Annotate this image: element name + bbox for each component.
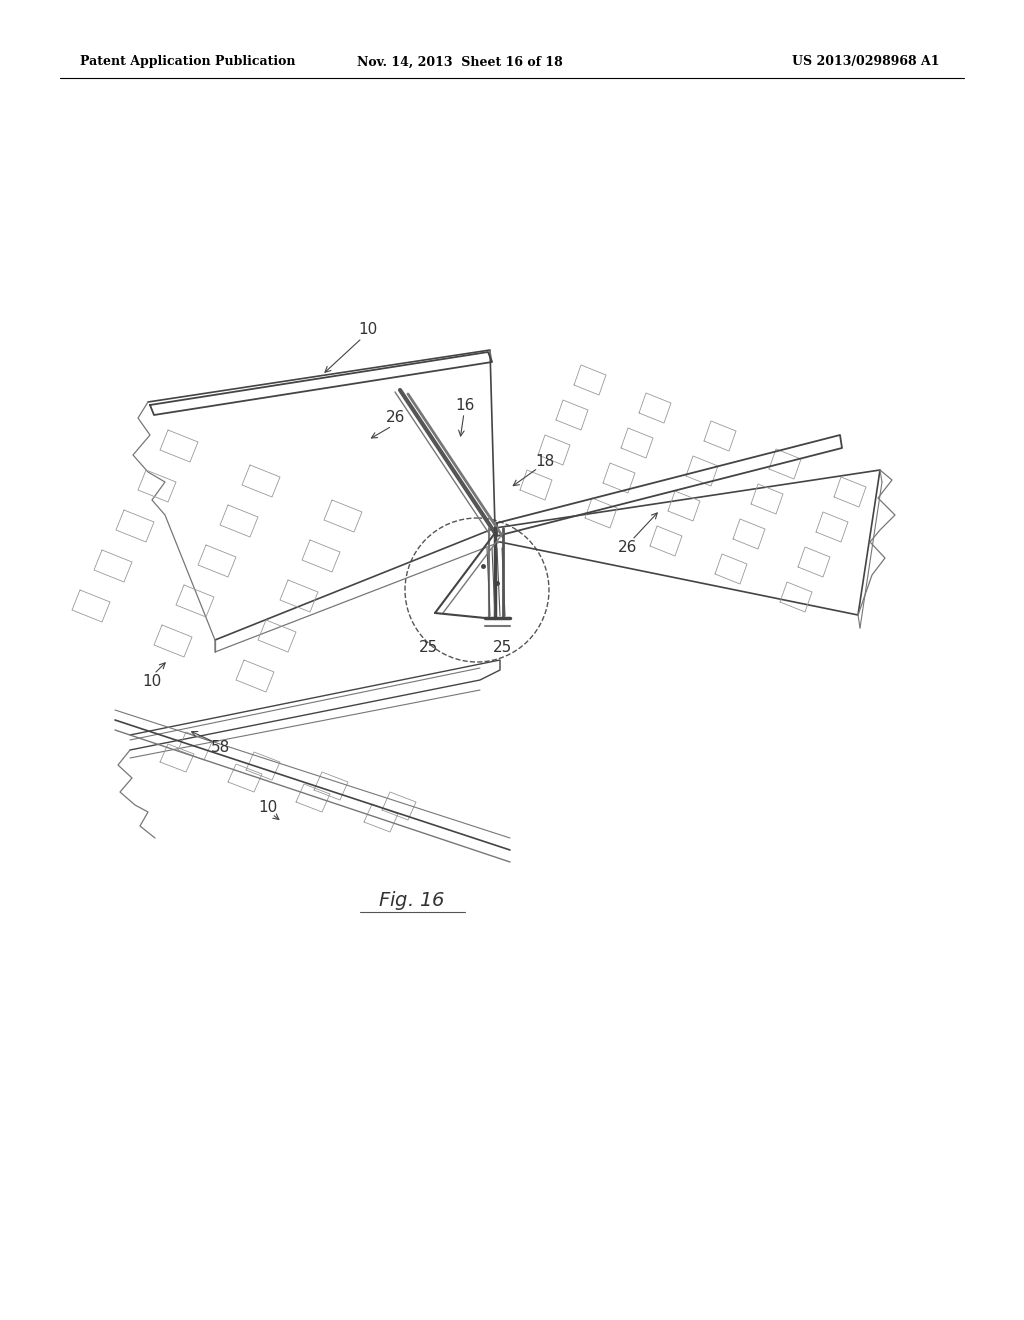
Text: 25: 25 bbox=[419, 640, 437, 656]
Text: 25: 25 bbox=[493, 640, 512, 656]
Text: 58: 58 bbox=[210, 741, 229, 755]
Text: $\mathit{F}$ig. 16: $\mathit{F}$ig. 16 bbox=[378, 888, 445, 912]
Text: 26: 26 bbox=[386, 411, 406, 425]
Text: 10: 10 bbox=[142, 675, 162, 689]
Text: Patent Application Publication: Patent Application Publication bbox=[80, 55, 296, 69]
Text: US 2013/0298968 A1: US 2013/0298968 A1 bbox=[793, 55, 940, 69]
Text: 10: 10 bbox=[258, 800, 278, 816]
Text: 16: 16 bbox=[456, 397, 475, 412]
Text: 26: 26 bbox=[618, 540, 638, 556]
Text: 10: 10 bbox=[358, 322, 378, 338]
Text: 18: 18 bbox=[536, 454, 555, 470]
Text: Nov. 14, 2013  Sheet 16 of 18: Nov. 14, 2013 Sheet 16 of 18 bbox=[357, 55, 563, 69]
